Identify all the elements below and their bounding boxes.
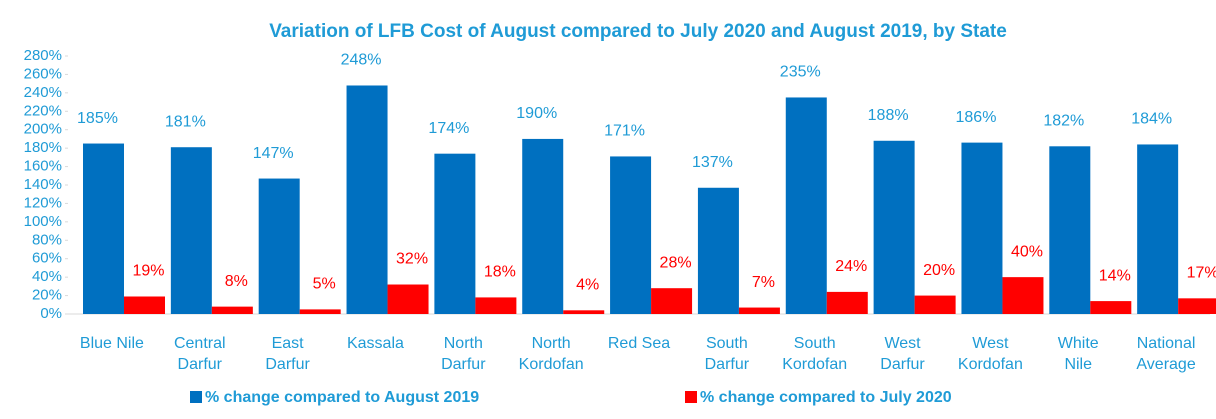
bar <box>124 296 165 314</box>
data-label: 14% <box>1099 267 1131 284</box>
y-tick-label: 20% <box>32 287 62 304</box>
data-label: 181% <box>165 113 206 130</box>
data-label: 19% <box>132 263 164 280</box>
data-label: 190% <box>516 105 557 122</box>
y-tick-label: 120% <box>24 194 62 211</box>
legend-label: % change compared to August 2019 <box>205 389 479 406</box>
data-label: 248% <box>341 52 382 69</box>
bar <box>1137 144 1179 314</box>
y-tick-label: 100% <box>24 213 62 230</box>
x-tick-label: Blue Nile <box>79 335 144 352</box>
data-label: 186% <box>956 109 997 126</box>
y-tick-label: 180% <box>24 139 62 156</box>
bar <box>961 142 1003 314</box>
bar <box>873 140 915 314</box>
y-tick-label: 40% <box>32 268 62 285</box>
bar <box>1049 146 1091 314</box>
y-tick-label: 280% <box>24 47 62 64</box>
y-tick-label: 220% <box>24 102 62 119</box>
bar <box>785 97 827 314</box>
bar <box>475 297 517 314</box>
bar <box>826 291 868 314</box>
chart-title: Variation of LFB Cost of August compared… <box>269 21 1007 42</box>
data-label: 235% <box>780 64 821 81</box>
data-label: 28% <box>660 254 692 271</box>
bar <box>299 309 341 314</box>
data-label: 4% <box>576 277 599 294</box>
bar <box>697 187 739 314</box>
bar <box>387 284 429 314</box>
x-tick-label: West Darfur <box>880 335 925 373</box>
x-tick-label: Kassala <box>346 335 404 352</box>
bar <box>610 156 652 314</box>
bar <box>522 138 564 314</box>
data-label: 185% <box>77 110 118 127</box>
bar <box>83 143 124 314</box>
y-tick-label: 140% <box>24 176 62 193</box>
data-label: 147% <box>253 145 294 162</box>
y-tick-label: 80% <box>32 231 62 248</box>
x-tick-label: North Darfur <box>441 335 486 373</box>
data-label: 188% <box>868 107 909 124</box>
bar <box>1002 277 1044 314</box>
y-tick-label: 260% <box>24 65 62 82</box>
y-tick-label: 0% <box>40 305 62 322</box>
data-label: 18% <box>484 264 516 281</box>
bar <box>738 307 780 314</box>
x-tick-label: White Nile <box>1057 335 1099 373</box>
bar <box>914 295 956 314</box>
data-label: 32% <box>396 251 428 268</box>
data-label: 20% <box>923 262 955 279</box>
y-tick-label: 160% <box>24 158 62 175</box>
bar <box>563 310 605 314</box>
data-label: 5% <box>313 276 336 293</box>
data-label: 40% <box>1011 243 1043 260</box>
bar <box>211 306 253 314</box>
data-label: 137% <box>692 154 733 171</box>
data-label: 174% <box>428 120 469 137</box>
bar <box>1178 298 1216 314</box>
y-tick-label: 60% <box>32 250 62 267</box>
bar <box>434 153 476 314</box>
data-label: 24% <box>835 258 867 275</box>
data-label: 184% <box>1131 111 1172 128</box>
data-label: 8% <box>225 273 248 290</box>
data-label: 7% <box>752 274 775 291</box>
y-tick-label: 200% <box>24 121 62 138</box>
data-label: 171% <box>604 123 645 140</box>
legend-swatch <box>685 391 697 403</box>
bar <box>258 178 300 314</box>
legend-label: % change compared to July 2020 <box>700 389 952 406</box>
bar <box>1090 301 1132 314</box>
x-tick-label: National Average <box>1136 335 1196 373</box>
data-label: 182% <box>1043 113 1084 130</box>
x-tick-label: Central Darfur <box>173 335 226 373</box>
x-tick-label: Red Sea <box>607 335 671 352</box>
y-tick-label: 240% <box>24 84 62 101</box>
bar <box>170 147 212 314</box>
x-tick-label: East Darfur <box>265 335 310 373</box>
x-tick-label: South Darfur <box>704 335 750 373</box>
bar <box>651 288 693 314</box>
legend-swatch <box>190 391 202 403</box>
x-tick-label: North Kordofan <box>518 335 584 373</box>
bar <box>346 85 388 314</box>
x-tick-label: South Kordofan <box>782 335 848 373</box>
data-label: 17% <box>1187 265 1216 282</box>
x-tick-label: West Kordofan <box>957 335 1023 373</box>
